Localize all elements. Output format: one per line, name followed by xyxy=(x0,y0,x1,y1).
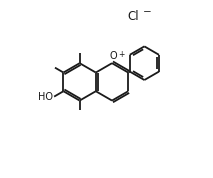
Text: +: + xyxy=(118,50,125,59)
Text: O: O xyxy=(109,51,117,61)
Text: HO: HO xyxy=(38,92,53,102)
Text: Cl: Cl xyxy=(128,9,140,23)
Text: −: − xyxy=(143,7,152,17)
